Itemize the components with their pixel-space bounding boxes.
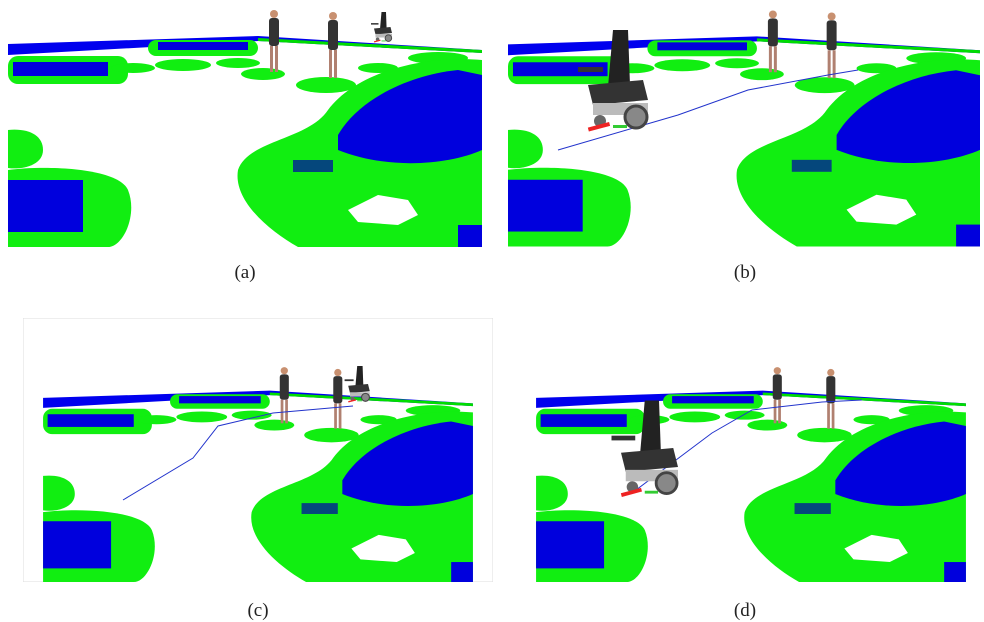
scene [536, 358, 966, 582]
caption: (d) [734, 600, 756, 622]
panel-b-image [508, 0, 980, 247]
panel-d-image [522, 318, 980, 582]
scene [508, 1, 980, 247]
scene [43, 358, 473, 582]
panel-c-image [23, 318, 493, 582]
panel-a-image [8, 0, 482, 247]
scene [8, 0, 482, 247]
figure-page: (a) (b) (c) (d) (() => { const data = JS… [0, 0, 984, 622]
caption: (b) [734, 262, 756, 284]
caption: (a) [234, 262, 255, 284]
caption: (c) [247, 600, 268, 622]
